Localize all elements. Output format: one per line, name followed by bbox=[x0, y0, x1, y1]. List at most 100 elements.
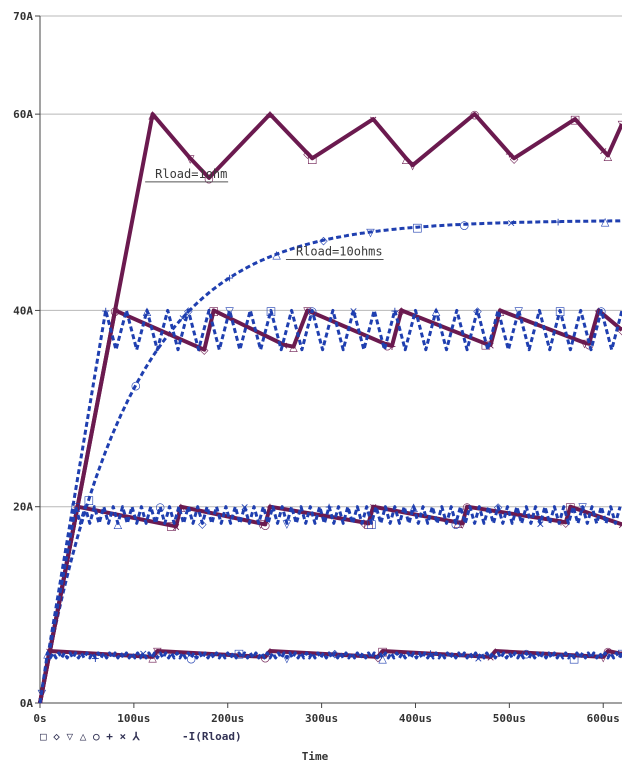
series-marker: □ bbox=[555, 304, 565, 317]
series-marker: □ bbox=[412, 221, 422, 234]
y-tick-label: 70A bbox=[13, 10, 33, 23]
series-marker: □ bbox=[266, 304, 276, 317]
series-marker: × bbox=[279, 339, 288, 352]
series-group: △▽○+◇□×△▽○+◇□×△▽▽□○×+△◇▽□○×+△○+◇□×△▽○+◇□… bbox=[38, 108, 622, 704]
series-marker: △ bbox=[601, 215, 610, 228]
legend-label: -I(Rload) bbox=[182, 730, 242, 743]
y-tick-label: 20A bbox=[13, 501, 33, 514]
series-marker: ▽ bbox=[153, 645, 162, 658]
series-marker: □ bbox=[208, 304, 218, 317]
series-marker: ○ bbox=[131, 379, 141, 392]
series-line-2 bbox=[38, 219, 622, 704]
series-marker: ◇ bbox=[200, 344, 209, 357]
x-tick-label: 400us bbox=[399, 712, 432, 725]
series-marker: ◇ bbox=[319, 234, 328, 247]
legend: □ ◇ ▽ △ ○ + × ⅄ -I(Rload) bbox=[40, 730, 242, 743]
series-marker: ○ bbox=[521, 647, 531, 660]
series-marker: □ bbox=[366, 517, 376, 530]
series-marker: ○ bbox=[470, 108, 480, 121]
series-line-1 bbox=[38, 112, 622, 704]
series-marker: ◇ bbox=[510, 152, 519, 165]
series-marker: ▽ bbox=[408, 159, 417, 172]
series-marker: ▽ bbox=[283, 652, 292, 665]
series-marker: △ bbox=[143, 304, 152, 317]
series-marker: ○ bbox=[110, 304, 120, 317]
series-marker: × bbox=[369, 501, 378, 514]
series-marker: + bbox=[390, 304, 399, 317]
series-marker: + bbox=[91, 652, 100, 665]
x-tick-label: 200us bbox=[211, 712, 244, 725]
series-marker: △ bbox=[272, 248, 281, 261]
series-marker: + bbox=[225, 272, 234, 285]
series-marker: □ bbox=[481, 338, 491, 351]
series-marker: ○ bbox=[186, 652, 196, 665]
series-marker: △ bbox=[453, 516, 462, 529]
series-marker: × bbox=[139, 647, 148, 660]
series-marker: ▽ bbox=[599, 651, 608, 664]
series-marker: ◇ bbox=[303, 147, 312, 160]
series-marker: ▽ bbox=[225, 304, 234, 317]
series-marker: ▽ bbox=[515, 304, 524, 317]
series-marker: ○ bbox=[459, 218, 469, 231]
annotation-2: Rload=10ohms bbox=[296, 244, 383, 258]
x-axis-label: Time bbox=[302, 750, 329, 762]
annotation-1: Rload=1ohm bbox=[155, 167, 227, 181]
series-marker: ○ bbox=[204, 172, 214, 185]
series-marker: + bbox=[101, 304, 110, 317]
series-marker: ▽ bbox=[618, 647, 622, 660]
series-marker: △ bbox=[114, 517, 123, 530]
series-marker: × bbox=[45, 645, 54, 658]
series-marker: × bbox=[240, 501, 249, 514]
series-marker: △ bbox=[177, 501, 186, 514]
legend-markers: □ ◇ ▽ △ ○ + × ⅄ bbox=[40, 730, 141, 743]
series-marker: + bbox=[554, 216, 563, 229]
series-marker: △ bbox=[43, 647, 52, 660]
series-marker: □ bbox=[70, 501, 80, 514]
series-marker: ◇ bbox=[184, 304, 193, 317]
x-tick-label: 0s bbox=[33, 712, 46, 725]
series-marker: ▽ bbox=[283, 517, 292, 530]
series-marker: × bbox=[178, 312, 187, 325]
series-marker: □ bbox=[234, 647, 244, 660]
series-marker: × bbox=[599, 144, 608, 157]
series-marker: ▽ bbox=[580, 337, 589, 350]
series-marker: △ bbox=[491, 645, 500, 658]
series-marker: ◇ bbox=[494, 501, 503, 514]
series-marker: ○ bbox=[155, 501, 165, 514]
series-marker: ▽ bbox=[458, 517, 467, 530]
series-marker: + bbox=[505, 147, 514, 160]
x-tick-label: 100us bbox=[117, 712, 150, 725]
series-marker: □ bbox=[570, 113, 580, 126]
annotations: Rload=1ohm Rload=10ohms bbox=[145, 167, 384, 260]
series-line-6 bbox=[38, 505, 622, 704]
series-marker: ▽ bbox=[618, 118, 622, 131]
series-marker: + bbox=[265, 501, 274, 514]
series-marker: ▽ bbox=[256, 517, 265, 530]
series-marker: □ bbox=[565, 501, 575, 514]
series-marker: ○ bbox=[462, 501, 472, 514]
x-tick-label: 300us bbox=[305, 712, 338, 725]
series-marker: × bbox=[507, 217, 516, 230]
series-marker: △ bbox=[378, 652, 387, 665]
series-marker: ◇ bbox=[561, 516, 570, 529]
series-marker: □ bbox=[377, 645, 387, 658]
series-marker: △ bbox=[496, 304, 505, 317]
series-marker: ○ bbox=[603, 645, 613, 658]
series-marker: × bbox=[536, 517, 545, 530]
series-marker: ○ bbox=[383, 339, 393, 352]
axes bbox=[35, 15, 622, 708]
series-marker: ◇ bbox=[360, 516, 369, 529]
series-marker: + bbox=[265, 108, 274, 121]
series-line-3 bbox=[38, 308, 622, 704]
series-line-8 bbox=[38, 651, 622, 704]
series-marker: × bbox=[486, 339, 495, 352]
series-marker: × bbox=[617, 518, 622, 531]
y-tick-label: 60A bbox=[13, 108, 33, 121]
tick-labels: 0A 20A 40A 60A 70A 0s 100us 200us 300us 400us 500u… bbox=[13, 10, 620, 725]
series-marker: × bbox=[172, 520, 181, 533]
series-marker: □ bbox=[84, 493, 94, 506]
series-marker: ○ bbox=[451, 517, 461, 530]
y-tick-label: 40A bbox=[13, 304, 33, 317]
series-marker: ◇ bbox=[198, 517, 207, 530]
